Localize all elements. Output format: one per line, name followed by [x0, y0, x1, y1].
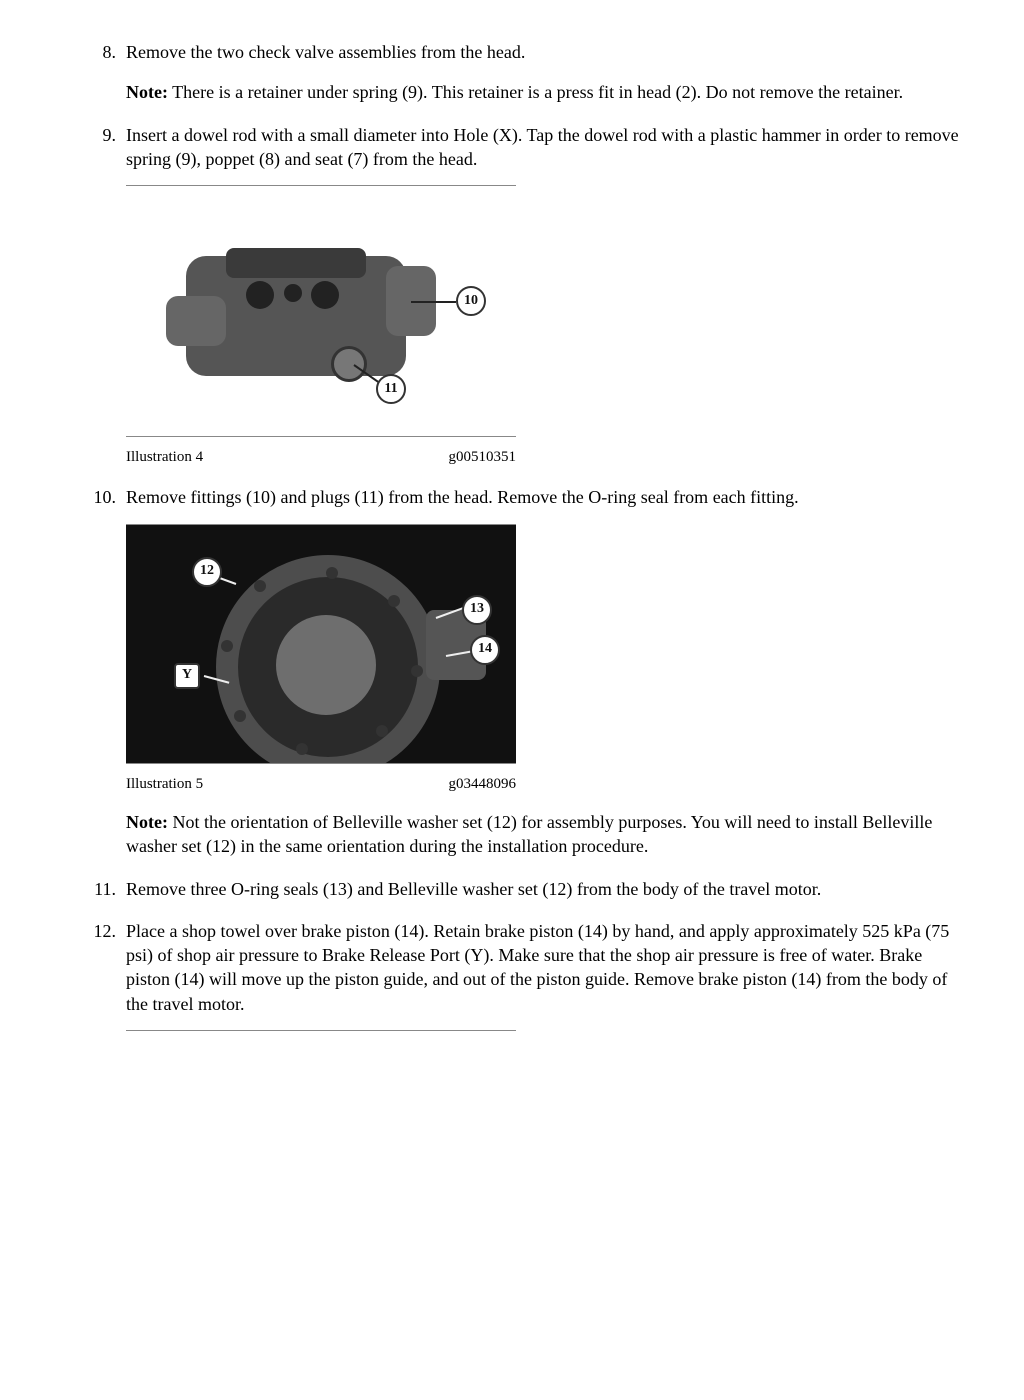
illustration-5-caption: Illustration 5 g03448096: [126, 774, 516, 794]
illustration-next: [126, 1030, 516, 1031]
note-label: Note:: [126, 812, 168, 832]
callout-13: 13: [462, 595, 492, 625]
callout-y: Y: [174, 663, 200, 689]
step-12: 12. Place a shop towel over brake piston…: [90, 919, 964, 1031]
illustration-4-caption: Illustration 4 g00510351: [126, 447, 516, 467]
step-8: 8. Remove the two check valve assemblies…: [90, 40, 964, 105]
step-9: 9. Insert a dowel rod with a small diame…: [90, 123, 964, 468]
step-text: Remove fittings (10) and plugs (11) from…: [126, 487, 799, 507]
note-text: Not the orientation of Belleville washer…: [126, 812, 932, 856]
step-number: 10.: [90, 485, 116, 509]
illustration-4-image: 10 11: [126, 186, 516, 436]
step-text: Remove three O-ring seals (13) and Belle…: [126, 879, 821, 899]
figure-rule-top: [126, 1030, 516, 1031]
figure-rule-bottom: [126, 763, 516, 764]
figure-rule-bottom: [126, 436, 516, 437]
step-number: 11.: [90, 877, 116, 901]
step-number: 9.: [90, 123, 116, 147]
callout-11: 11: [376, 374, 406, 404]
step-10-note: Note: Not the orientation of Belleville …: [126, 810, 964, 859]
note-text: There is a retainer under spring (9). Th…: [168, 82, 903, 102]
step-text: Remove the two check valve assemblies fr…: [126, 42, 525, 62]
figure-code: g03448096: [449, 774, 517, 794]
callout-10: 10: [456, 286, 486, 316]
step-10: 10. Remove fittings (10) and plugs (11) …: [90, 485, 964, 858]
figure-label: Illustration 5: [126, 774, 203, 794]
step-8-note: Note: There is a retainer under spring (…: [126, 80, 964, 104]
note-label: Note:: [126, 82, 168, 102]
figure-label: Illustration 4: [126, 447, 203, 467]
illustration-5-image: 12 13 14 Y: [126, 525, 516, 763]
step-11: 11. Remove three O-ring seals (13) and B…: [90, 877, 964, 901]
illustration-4: 10 11: [126, 185, 516, 437]
step-number: 12.: [90, 919, 116, 943]
callout-12: 12: [192, 557, 222, 587]
illustration-5: 12 13 14 Y: [126, 524, 516, 764]
step-text: Insert a dowel rod with a small diameter…: [126, 125, 959, 169]
figure-code: g00510351: [449, 447, 517, 467]
callout-14: 14: [470, 635, 500, 665]
step-text: Place a shop towel over brake piston (14…: [126, 921, 949, 1014]
step-number: 8.: [90, 40, 116, 64]
